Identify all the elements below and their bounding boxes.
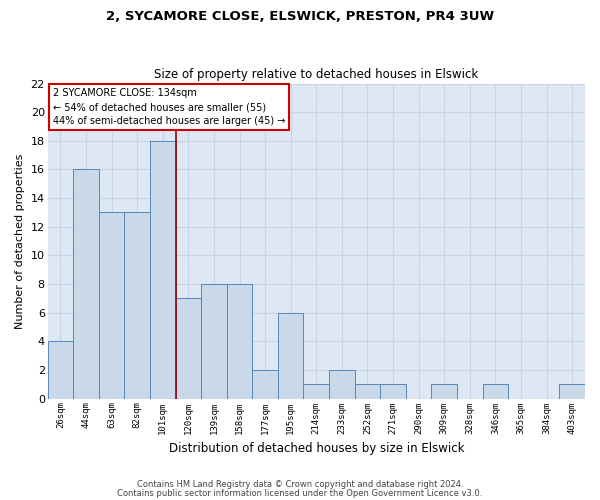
X-axis label: Distribution of detached houses by size in Elswick: Distribution of detached houses by size … [169, 442, 464, 455]
Bar [99, 212, 124, 398]
Text: 2, SYCAMORE CLOSE, ELSWICK, PRESTON, PR4 3UW: 2, SYCAMORE CLOSE, ELSWICK, PRESTON, PR4… [106, 10, 494, 23]
Bar [559, 384, 585, 398]
Bar [278, 312, 304, 398]
Bar [482, 384, 508, 398]
Text: Contains HM Land Registry data © Crown copyright and database right 2024.: Contains HM Land Registry data © Crown c… [137, 480, 463, 489]
Bar [304, 384, 329, 398]
Text: 2 SYCAMORE CLOSE: 134sqm
← 54% of detached houses are smaller (55)
44% of semi-d: 2 SYCAMORE CLOSE: 134sqm ← 54% of detach… [53, 88, 286, 126]
Bar [176, 298, 201, 398]
Text: Contains public sector information licensed under the Open Government Licence v3: Contains public sector information licen… [118, 488, 482, 498]
Bar [253, 370, 278, 398]
Title: Size of property relative to detached houses in Elswick: Size of property relative to detached ho… [154, 68, 478, 81]
Bar [201, 284, 227, 399]
Bar [380, 384, 406, 398]
Bar [431, 384, 457, 398]
Bar [355, 384, 380, 398]
Bar [329, 370, 355, 398]
Bar [73, 170, 99, 398]
Bar [227, 284, 253, 399]
Bar [47, 342, 73, 398]
Bar [150, 141, 176, 399]
Bar [124, 212, 150, 398]
Y-axis label: Number of detached properties: Number of detached properties [15, 154, 25, 329]
